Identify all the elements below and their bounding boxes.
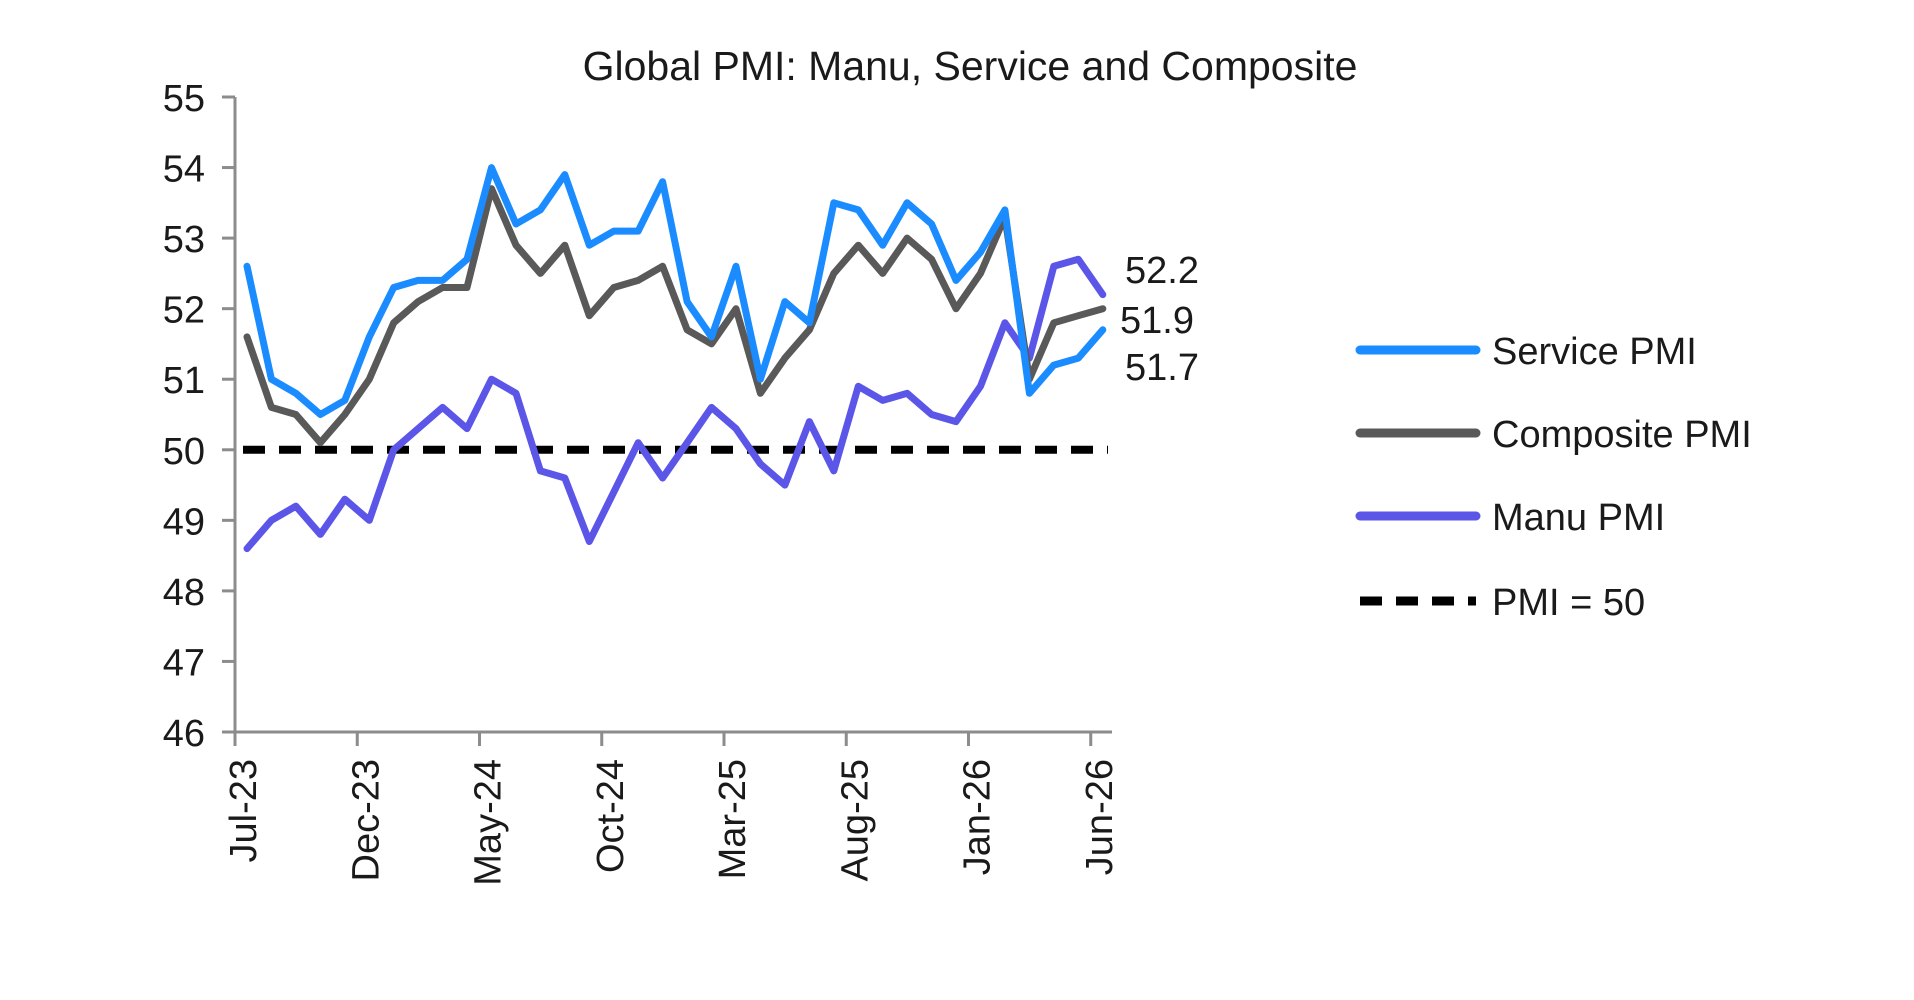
y-tick-label: 51 <box>163 360 205 402</box>
end-value-label: 52.2 <box>1125 250 1199 292</box>
y-tick-label: 52 <box>163 290 205 332</box>
y-tick-label: 48 <box>163 572 205 614</box>
y-tick-label: 53 <box>163 219 205 261</box>
x-tick-label: Oct-24 <box>590 759 632 873</box>
legend: Service PMI Composite PMI Manu PMI PMI = 50 <box>1355 331 1752 624</box>
series-layer <box>243 164 1107 553</box>
x-tick-label: Mar-25 <box>712 759 754 879</box>
axes: 46 47 48 49 50 51 52 53 54 55 Jul-23 Dec-23 May-24 Oc… <box>163 78 1121 886</box>
y-tick-label: 46 <box>163 713 205 755</box>
end-labels: 52.2 51.9 51.7 <box>1120 250 1199 389</box>
x-tick-label: May-24 <box>468 759 510 886</box>
series-line-manu-pmi <box>243 255 1107 553</box>
y-tick-label: 49 <box>163 501 205 543</box>
y-tick-label: 50 <box>163 431 205 473</box>
legend-label: Manu PMI <box>1492 497 1665 539</box>
x-tick-label: Jul-23 <box>223 759 265 863</box>
chart-title: Global PMI: Manu, Service and Composite <box>583 43 1358 89</box>
legend-label: PMI = 50 <box>1492 582 1645 624</box>
y-tick-label: 54 <box>163 149 205 191</box>
y-tick-label: 55 <box>163 78 205 120</box>
series-line-composite-pmi <box>243 185 1107 447</box>
series-line-service-pmi <box>243 164 1107 418</box>
x-tick-label: Aug-25 <box>834 759 876 882</box>
y-tick-label: 47 <box>163 642 205 684</box>
x-tick-label: Jun-26 <box>1079 759 1121 875</box>
legend-label: Composite PMI <box>1492 414 1752 456</box>
end-value-label: 51.7 <box>1125 347 1199 389</box>
end-value-label: 51.9 <box>1120 300 1194 342</box>
x-tick-label: Dec-23 <box>345 759 387 882</box>
legend-label: Service PMI <box>1492 331 1697 373</box>
x-tick-label: Jan-26 <box>957 759 999 875</box>
